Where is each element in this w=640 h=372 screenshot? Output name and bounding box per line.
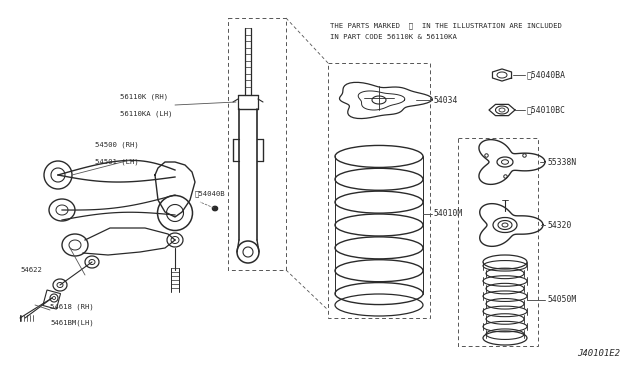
Text: 54010M: 54010M [434,209,463,218]
Text: 5461BM(LH): 5461BM(LH) [50,320,93,327]
Text: IN PART CODE 56110K & 56110KA: IN PART CODE 56110K & 56110KA [330,34,457,40]
Text: 54500 (RH): 54500 (RH) [95,141,139,148]
Bar [328,63,430,318]
Text: J40101E2: J40101E2 [577,349,620,358]
Text: 54622: 54622 [20,267,42,273]
Text: 56110K (RH): 56110K (RH) [120,93,168,100]
Text: 55338N: 55338N [547,157,576,167]
Text: 54618 (RH): 54618 (RH) [50,304,93,310]
Bar [43,290,61,309]
Bar [458,138,538,346]
Bar [228,18,286,270]
Text: 56110KA (LH): 56110KA (LH) [120,110,173,116]
Text: ※54040BA: ※54040BA [527,71,566,80]
Text: ※54040B: ※54040B [195,191,226,197]
Text: THE PARTS MARKED  ※  IN THE ILLUSTRATION ARE INCLUDED: THE PARTS MARKED ※ IN THE ILLUSTRATION A… [330,22,562,29]
Text: 54050M: 54050M [547,295,576,305]
Text: ※54010BC: ※54010BC [527,106,566,115]
Text: 54034: 54034 [434,96,458,105]
Text: 54320: 54320 [547,221,572,230]
Text: 54501 (LH): 54501 (LH) [95,158,139,164]
